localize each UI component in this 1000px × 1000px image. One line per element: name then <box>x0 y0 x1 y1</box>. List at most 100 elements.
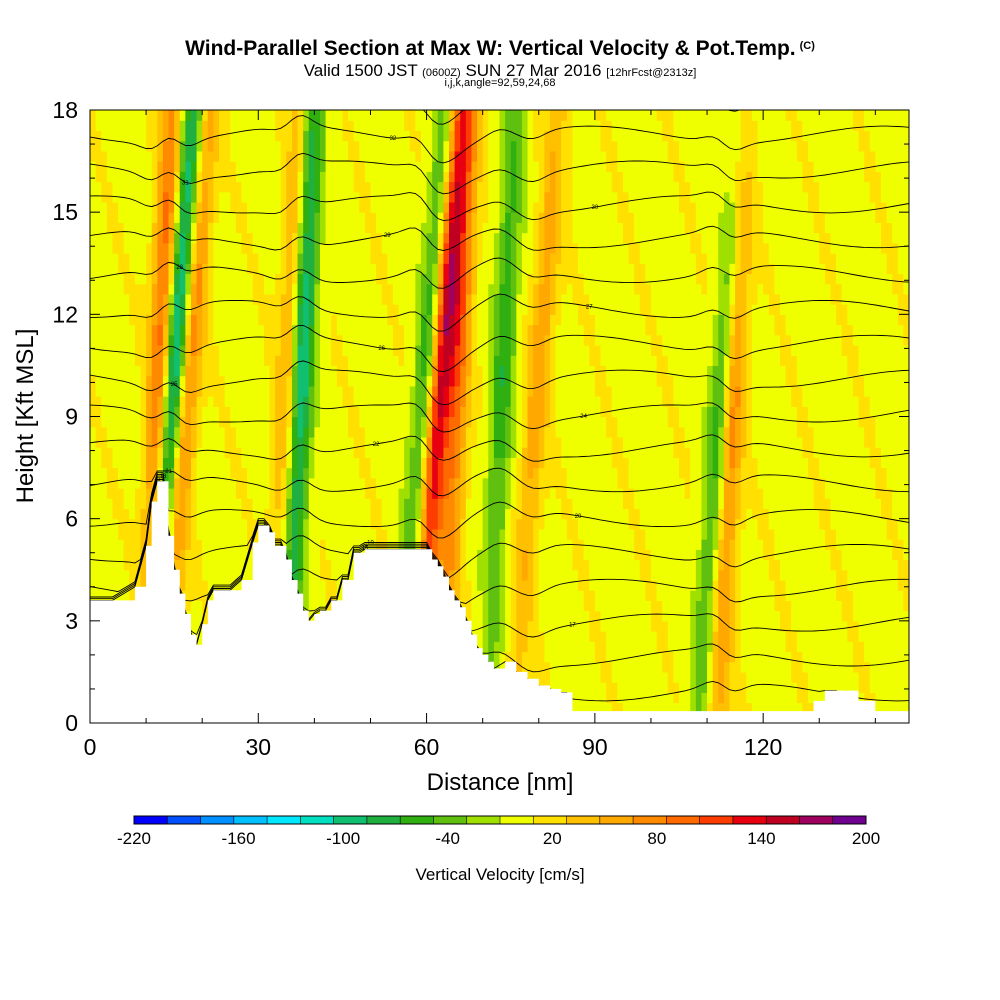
velocity-cell <box>499 631 506 642</box>
velocity-cell <box>90 232 97 244</box>
velocity-cell <box>364 488 372 499</box>
velocity-cell <box>224 120 231 132</box>
velocity-cell <box>499 477 506 489</box>
velocity-cell <box>196 242 203 254</box>
velocity-cell <box>499 130 506 142</box>
velocity-cell <box>331 396 338 407</box>
velocity-cell <box>179 212 186 223</box>
velocity-cell <box>533 539 540 550</box>
velocity-cell <box>359 365 366 377</box>
velocity-cell <box>342 314 349 326</box>
velocity-cell <box>90 120 97 132</box>
velocity-cell <box>291 518 299 530</box>
velocity-cell <box>151 140 158 152</box>
velocity-cell <box>376 436 383 448</box>
velocity-cell <box>342 130 349 142</box>
velocity-cell <box>291 191 299 203</box>
velocity-cell <box>297 283 304 295</box>
velocity-cell <box>134 304 142 315</box>
velocity-cell <box>398 457 405 469</box>
velocity-cell <box>538 620 545 632</box>
velocity-cell <box>549 539 557 550</box>
velocity-cell <box>168 212 175 223</box>
velocity-cell <box>549 477 557 489</box>
velocity-cell <box>95 375 102 387</box>
velocity-cell <box>505 140 512 152</box>
velocity-cell <box>207 201 215 213</box>
velocity-cell <box>275 355 282 367</box>
velocity-cell <box>196 181 203 193</box>
velocity-cell <box>482 498 489 510</box>
velocity-cell <box>269 120 276 132</box>
velocity-cell <box>95 314 102 326</box>
velocity-cell <box>437 447 444 458</box>
velocity-cell <box>465 518 473 530</box>
velocity-cell <box>527 539 534 550</box>
velocity-cell <box>516 355 523 367</box>
velocity-cell <box>190 293 198 305</box>
velocity-cell <box>207 549 215 561</box>
velocity-cell <box>533 385 540 397</box>
velocity-cell <box>314 110 321 121</box>
velocity-cell <box>202 110 209 121</box>
velocity-cell <box>247 355 254 367</box>
velocity-cell <box>162 222 170 234</box>
velocity-cell <box>488 232 495 244</box>
velocity-cell <box>516 610 523 622</box>
velocity-cell <box>460 508 467 520</box>
velocity-cell <box>123 222 130 234</box>
velocity-cell <box>538 232 545 244</box>
velocity-cell <box>314 161 321 172</box>
velocity-cell <box>420 161 428 172</box>
velocity-cell <box>544 467 551 479</box>
velocity-cell <box>179 457 186 469</box>
velocity-cell <box>342 161 349 172</box>
velocity-cell <box>437 293 444 305</box>
velocity-cell <box>196 488 203 499</box>
velocity-cell <box>202 273 209 285</box>
velocity-cell <box>319 150 327 162</box>
velocity-cell <box>510 559 517 571</box>
velocity-cell <box>123 365 130 377</box>
velocity-cell <box>291 477 299 489</box>
velocity-cell <box>202 569 209 581</box>
velocity-cell <box>134 396 142 407</box>
velocity-cell <box>106 263 114 275</box>
velocity-cell <box>505 314 512 326</box>
velocity-cell <box>359 212 366 223</box>
velocity-cell <box>174 528 181 540</box>
velocity-cell <box>235 181 243 193</box>
velocity-cell <box>213 344 220 356</box>
velocity-cell <box>370 334 377 346</box>
velocity-cell <box>174 488 181 499</box>
velocity-cell <box>342 201 349 213</box>
velocity-cell <box>493 355 501 367</box>
velocity-cell <box>420 385 428 397</box>
velocity-cell <box>420 253 428 264</box>
velocity-cell <box>202 610 209 622</box>
velocity-cell <box>314 273 321 285</box>
velocity-cell <box>308 365 315 377</box>
velocity-cell <box>454 590 461 601</box>
velocity-cell <box>471 447 478 458</box>
velocity-cell <box>398 140 405 152</box>
velocity-cell <box>258 508 265 520</box>
velocity-cell <box>477 365 484 377</box>
velocity-cell <box>449 130 456 142</box>
velocity-cell <box>465 549 473 561</box>
velocity-cell <box>331 334 338 346</box>
velocity-cell <box>185 457 192 469</box>
velocity-cell <box>437 273 444 285</box>
velocity-cell <box>185 518 192 530</box>
velocity-cell <box>151 385 158 397</box>
velocity-cell <box>521 488 529 499</box>
velocity-cell <box>291 396 299 407</box>
velocity-cell <box>516 140 523 152</box>
velocity-cell <box>134 528 142 540</box>
velocity-cell <box>95 344 102 356</box>
velocity-cell <box>224 508 231 520</box>
velocity-cell <box>269 232 276 244</box>
velocity-cell <box>118 253 125 264</box>
velocity-cell <box>190 110 198 121</box>
velocity-cell <box>516 631 523 642</box>
